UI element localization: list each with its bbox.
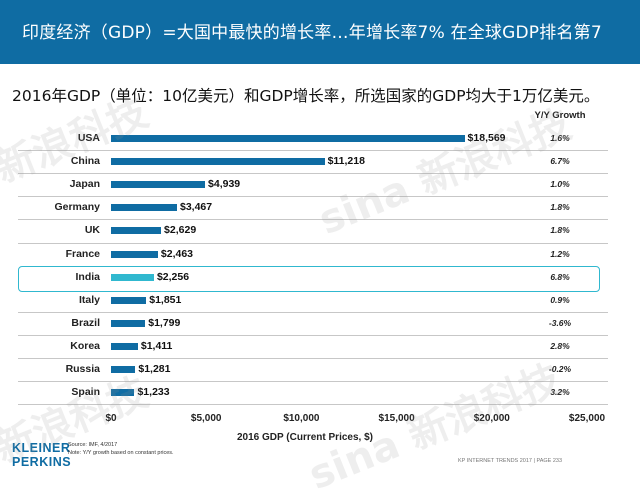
growth-value-russia: -0.2%: [548, 364, 572, 374]
row-divider: [18, 150, 608, 152]
category-label-uk: UK: [84, 224, 100, 237]
bar-italy: [111, 296, 147, 304]
growth-value-spain: 3.2%: [550, 387, 570, 398]
bar-row-germany: Germany $3,467 1.8%: [0, 197, 640, 220]
slide-title: 印度经济（GDP）=大国中最快的增长率…年增长率7% 在全球GDP排名第7: [22, 23, 602, 43]
row-divider: [18, 242, 608, 244]
row-divider: [18, 311, 608, 313]
bar-russia: [111, 366, 136, 373]
row-divider: [18, 381, 608, 383]
category-label-russia: Russia: [65, 363, 100, 375]
row-divider: [18, 173, 608, 175]
bar-row-italy: Italy $1,851 0.9%: [0, 290, 640, 313]
bar-row-russia: Russia $1,281 -0.2%: [0, 359, 640, 382]
bar-japan: [111, 181, 206, 189]
x-tick-label: $20,000: [473, 413, 510, 424]
category-label-italy: Italy: [78, 293, 100, 306]
source-line-2: Note: Y/Y growth based on constant price…: [68, 450, 174, 456]
category-label-china: China: [70, 155, 100, 168]
row-divider: [18, 358, 608, 359]
value-label-germany: $3,467: [180, 201, 213, 214]
x-tick-label: $0: [105, 413, 117, 424]
growth-value-india: 6.8%: [550, 271, 570, 282]
bar-row-france: France $2,463 1.2%: [0, 244, 640, 267]
category-label-korea: Korea: [70, 339, 100, 352]
row-divider: [18, 404, 608, 406]
bar-row-japan: Japan $4,939 1.0%: [0, 174, 640, 197]
category-label-france: France: [65, 247, 100, 260]
row-divider: [18, 219, 608, 221]
growth-value-germany: 1.8%: [550, 202, 570, 213]
category-label-germany: Germany: [54, 201, 100, 214]
bar-row-spain: Spain $1,233 3.2%: [0, 382, 640, 405]
x-axis-label: 2016 GDP (Current Prices, $): [237, 432, 373, 443]
bar-germany: [111, 204, 177, 212]
logo-line-2: PERKINS: [12, 455, 72, 469]
category-label-spain: Spain: [71, 386, 100, 399]
x-tick-label: $10,000: [283, 413, 320, 424]
source-note: Source: IMF, 4/2017 Note: Y/Y growth bas…: [68, 441, 174, 457]
growth-value-china: 6.7%: [550, 156, 570, 167]
bar-brazil: [111, 319, 146, 327]
value-label-spain: $1,233: [137, 386, 170, 399]
bar-uk: [111, 227, 162, 235]
bar-row-korea: Korea $1,411 2.8%: [0, 336, 640, 359]
growth-value-italy: 0.9%: [550, 294, 570, 305]
row-divider: [18, 334, 608, 336]
value-label-france: $2,463: [160, 247, 194, 260]
value-label-uk: $2,629: [164, 224, 197, 237]
bar-row-usa: USA $18,569 1.6%: [0, 128, 640, 151]
value-label-india: $2,256: [156, 270, 190, 283]
bar-france: [111, 250, 158, 258]
bar-china: [111, 158, 325, 166]
bar-india: [111, 273, 154, 281]
value-label-russia: $1,281: [138, 363, 171, 375]
slide-subtitle: 2016年GDP（单位：10亿美元）和GDP增长率，所选国家的GDP均大于1万亿…: [12, 87, 600, 105]
value-label-brazil: $1,799: [148, 316, 181, 329]
growth-value-korea: 2.8%: [550, 340, 570, 351]
category-label-brazil: Brazil: [71, 316, 100, 329]
growth-value-uk: 1.8%: [550, 225, 570, 236]
title-banner: 印度经济（GDP）=大国中最快的增长率…年增长率7% 在全球GDP排名第7: [0, 0, 640, 64]
bar-row-brazil: Brazil $1,799 -3.6%: [0, 313, 640, 336]
value-label-china: $11,218: [327, 155, 365, 168]
row-divider: [18, 196, 608, 198]
bar-spain: [111, 389, 135, 397]
value-label-korea: $1,411: [140, 339, 173, 352]
page-footer: KP INTERNET TRENDS 2017 | PAGE 233: [458, 458, 563, 464]
value-label-japan: $4,939: [208, 178, 241, 191]
category-label-japan: Japan: [69, 178, 100, 191]
value-label-usa: $18,569: [467, 132, 506, 144]
bar-usa: [111, 135, 465, 142]
source-line-1: Source: IMF, 4/2017: [68, 442, 118, 448]
category-label-usa: USA: [77, 132, 100, 144]
growth-value-france: 1.2%: [550, 248, 570, 259]
category-label-india: India: [75, 270, 100, 283]
x-tick-label: $5,000: [190, 413, 222, 424]
x-tick-label: $15,000: [378, 413, 415, 424]
growth-value-brazil: -3.6%: [548, 317, 572, 328]
value-label-italy: $1,851: [149, 293, 182, 306]
growth-value-japan: 1.0%: [550, 179, 570, 190]
x-tick-label: $25,000: [568, 413, 606, 424]
kleiner-perkins-logo: KLEINER PERKINS: [12, 441, 71, 469]
logo-line-1: KLEINER: [12, 441, 71, 455]
bar-korea: [111, 342, 138, 350]
bar-row-uk: UK $2,629 1.8%: [0, 220, 640, 243]
bar-row-india: India $2,256 6.8%: [0, 267, 640, 290]
india-highlight-box: [18, 266, 600, 292]
growth-value-usa: 1.6%: [550, 133, 570, 143]
bar-row-china: China $11,218 6.7%: [0, 151, 640, 174]
growth-column-header: Y/Y Growth: [534, 110, 586, 121]
